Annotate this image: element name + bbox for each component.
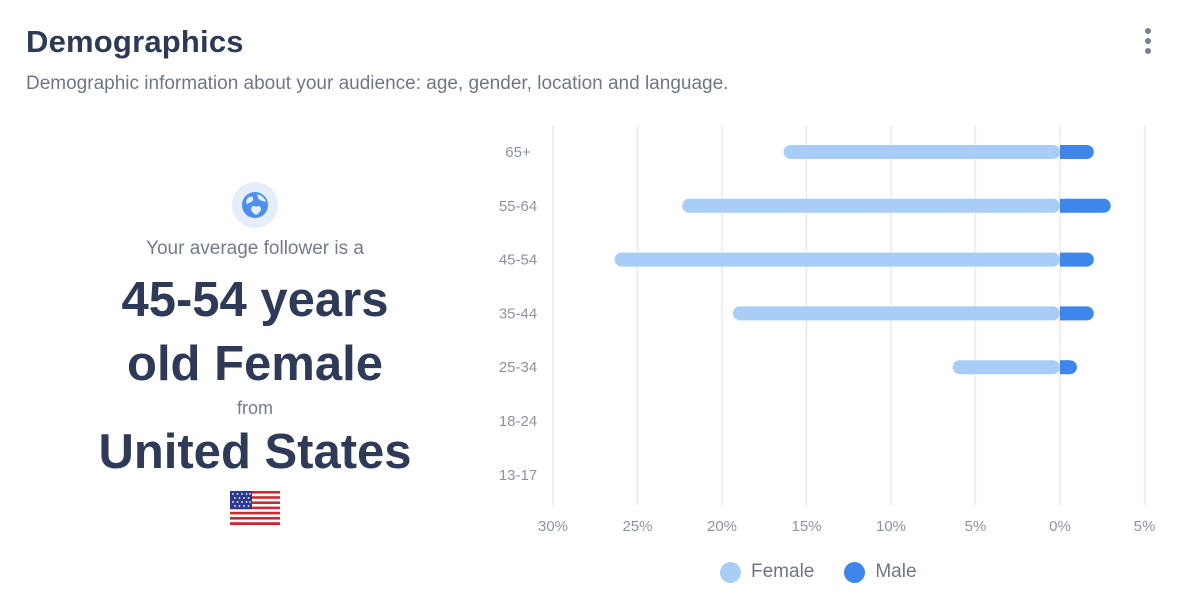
summary-country: United States: [98, 425, 412, 479]
x-tick-label: 20%: [707, 518, 737, 535]
chart-legend: Female Male: [720, 561, 917, 583]
legend-label-female: Female: [751, 561, 815, 582]
bar-female: [732, 306, 1060, 321]
x-tick-label: 15%: [791, 518, 821, 535]
y-tick-label: 18-24: [499, 413, 537, 430]
more-options-icon[interactable]: [1136, 28, 1160, 54]
bar-male: [1060, 252, 1094, 267]
menu-dot: [1145, 28, 1151, 34]
bar-female: [614, 252, 1060, 267]
y-tick-label: 45-54: [499, 252, 537, 269]
summary-from: from: [237, 398, 273, 418]
card-subtitle: Demographic information about your audie…: [26, 73, 729, 94]
y-tick-label: 35-44: [499, 305, 537, 322]
globe-heart-icon: [232, 182, 278, 228]
bar-female: [682, 198, 1060, 213]
legend-swatch-female: [720, 561, 741, 583]
x-tick-label: 0%: [1049, 518, 1071, 535]
x-tick-label: 5%: [965, 518, 987, 535]
bar-male-join: [1060, 252, 1068, 267]
bar-male-join: [1060, 306, 1068, 321]
summary-gender: old Female: [127, 337, 383, 391]
legend-label-male: Male: [875, 561, 917, 582]
x-tick-label: 10%: [876, 518, 906, 535]
x-tick-label: 5%: [1134, 518, 1156, 535]
menu-dot: [1145, 48, 1151, 54]
bar-male: [1060, 306, 1094, 321]
legend-item-female[interactable]: Female: [720, 561, 814, 583]
bar-male: [1060, 145, 1094, 159]
bar-male-join: [1060, 360, 1068, 375]
bar-male-join: [1060, 198, 1068, 213]
bar-male-join: [1060, 145, 1068, 159]
summary-lead: Your average follower is a: [146, 238, 364, 259]
average-follower-summary: Your average follower is a 45-54 years o…: [40, 178, 470, 525]
y-tick-label: 65+: [505, 144, 531, 161]
menu-dot: [1145, 38, 1151, 44]
summary-age: 45-54 years: [121, 273, 389, 327]
legend-item-male[interactable]: Male: [844, 561, 917, 583]
bar-female: [783, 145, 1060, 159]
x-tick-label: 25%: [622, 518, 652, 535]
y-tick-label: 25-34: [499, 359, 537, 376]
bar-female: [952, 360, 1060, 375]
card-title: Demographics: [26, 24, 244, 59]
x-tick-label: 30%: [538, 518, 568, 535]
bar-male: [1060, 198, 1111, 213]
us-flag-icon: [230, 491, 280, 525]
legend-swatch-male: [844, 561, 866, 583]
y-tick-label: 55-64: [499, 198, 537, 215]
y-tick-label: 13-17: [499, 467, 537, 484]
